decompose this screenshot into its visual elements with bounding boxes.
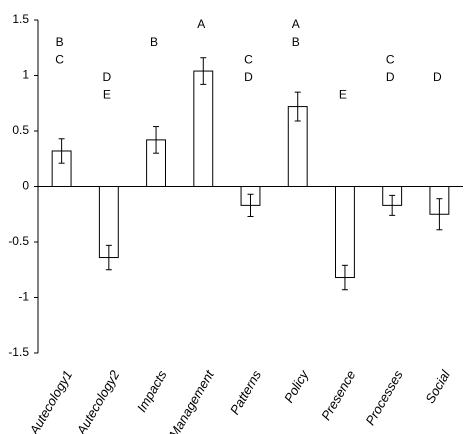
x-tick-label: Patterns xyxy=(227,367,264,417)
annotation: D xyxy=(244,70,253,84)
y-tick-label: 0.5 xyxy=(12,123,29,137)
x-tick-label: Processes xyxy=(362,367,406,427)
annotation: D xyxy=(102,70,111,84)
x-tick-label: Presence xyxy=(318,368,358,423)
annotation: C xyxy=(386,52,395,66)
annotation: C xyxy=(244,52,253,66)
x-tick-label: Impacts xyxy=(134,367,170,414)
annotation: A xyxy=(197,17,205,31)
annotation: B xyxy=(150,35,158,49)
y-tick-label: 0 xyxy=(22,179,29,193)
annotation: D xyxy=(433,70,442,84)
x-tick-label: Management xyxy=(166,367,218,434)
annotation: C xyxy=(55,52,64,66)
y-tick-label: -1.5 xyxy=(8,345,29,359)
x-tick-label: Social xyxy=(422,367,453,406)
annotation: E xyxy=(339,88,347,102)
annotation: B xyxy=(56,35,64,49)
x-tick-label: Policy xyxy=(281,366,312,405)
y-tick-label: 1 xyxy=(22,68,29,82)
annotation: A xyxy=(292,17,300,31)
annotation: B xyxy=(292,35,300,49)
y-tick-label: -1 xyxy=(18,290,29,304)
x-tick-label: Autecology1 xyxy=(26,368,75,434)
bar xyxy=(193,70,214,187)
y-tick-label: -0.5 xyxy=(8,234,29,248)
annotation: E xyxy=(103,88,111,102)
bar xyxy=(335,186,355,279)
x-tick-label: Autecology2 xyxy=(73,367,123,434)
y-tick-label: 1.5 xyxy=(12,12,29,26)
annotation: D xyxy=(386,70,395,84)
